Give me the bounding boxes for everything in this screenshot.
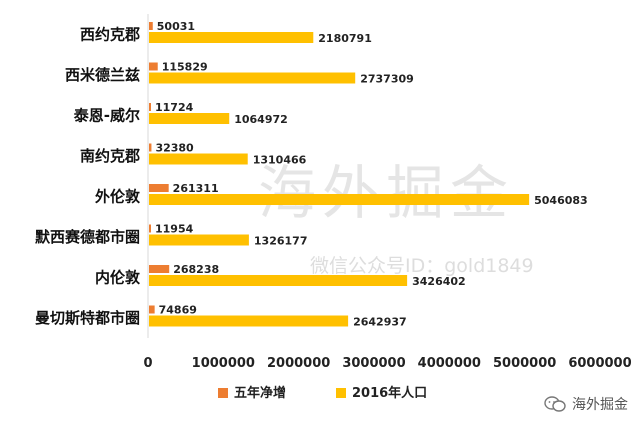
x-tick-label: 5000000 bbox=[493, 356, 556, 371]
x-tick-label: 0 bbox=[143, 356, 152, 371]
x-tick-label: 4000000 bbox=[418, 356, 481, 371]
bar-net-increase bbox=[149, 103, 151, 111]
category-label: 内伦敦 bbox=[95, 268, 141, 286]
bar-population-2016 bbox=[149, 234, 249, 246]
legend-label: 2016年人口 bbox=[352, 385, 427, 401]
source-badge: 海外掘金 bbox=[544, 394, 628, 414]
legend: 五年净增 2016年人口 bbox=[218, 385, 427, 401]
bar-population-2016 bbox=[149, 72, 356, 84]
data-label-population-2016: 1310466 bbox=[253, 154, 307, 167]
wechat-icon bbox=[544, 396, 566, 412]
bar-net-increase bbox=[149, 265, 170, 273]
data-label-net-increase: 50031 bbox=[157, 20, 195, 33]
legend-swatch bbox=[336, 388, 346, 398]
category-label: 曼切斯特都市圈 bbox=[35, 309, 140, 327]
category-label: 西约克郡 bbox=[80, 25, 140, 43]
category-label: 泰恩-威尔 bbox=[73, 106, 140, 124]
axes: 0 1000000 2000000 3000000 4000000 5000000 6000… bbox=[35, 14, 632, 371]
data-label-net-increase: 74869 bbox=[159, 304, 197, 317]
data-label-population-2016: 5046083 bbox=[534, 194, 588, 207]
legend-label: 五年净增 bbox=[234, 385, 286, 401]
x-tick-label: 3000000 bbox=[342, 356, 405, 371]
bar-population-2016 bbox=[149, 153, 248, 165]
category-label: 外伦敦 bbox=[94, 187, 141, 205]
data-label-population-2016: 2180791 bbox=[318, 32, 372, 45]
data-label-population-2016: 3426402 bbox=[412, 275, 466, 288]
x-tick-label: 1000000 bbox=[192, 356, 255, 371]
data-label-net-increase: 115829 bbox=[162, 61, 208, 74]
data-label-population-2016: 2642937 bbox=[353, 316, 407, 329]
bar-population-2016 bbox=[149, 315, 349, 327]
bar-net-increase bbox=[149, 22, 153, 30]
bar-population-2016 bbox=[149, 275, 408, 286]
watermark: 海外掘金 微信公众号ID：gold1849 bbox=[258, 159, 534, 277]
data-label-net-increase: 11954 bbox=[155, 223, 194, 236]
data-label-net-increase: 32380 bbox=[155, 142, 194, 155]
category-label: 南约克郡 bbox=[80, 147, 140, 165]
category-label: 西米德兰兹 bbox=[65, 66, 140, 84]
category-label: 默西赛德都市圈 bbox=[35, 228, 140, 246]
bar-net-increase bbox=[149, 143, 152, 152]
data-label-net-increase: 268238 bbox=[173, 263, 219, 276]
data-label-net-increase: 261311 bbox=[173, 182, 219, 195]
x-tick-label: 6000000 bbox=[568, 356, 631, 371]
bars: 50031 2180791 115829 2737309 11724 1064972 323… bbox=[149, 20, 588, 329]
bar-net-increase bbox=[149, 305, 155, 314]
data-label-population-2016: 1326177 bbox=[254, 235, 308, 248]
x-tick-label: 2000000 bbox=[267, 356, 330, 371]
watermark-main: 海外掘金 bbox=[258, 159, 514, 227]
bar-population-2016 bbox=[149, 113, 230, 124]
data-label-population-2016: 2737309 bbox=[360, 73, 414, 86]
bar-population-2016 bbox=[149, 194, 530, 205]
bar-net-increase bbox=[149, 62, 158, 71]
data-label-net-increase: 11724 bbox=[155, 101, 194, 114]
data-label-population-2016: 1064972 bbox=[234, 113, 288, 126]
bar-population-2016 bbox=[149, 32, 314, 43]
watermark-sub: 微信公众号ID：gold1849 bbox=[310, 255, 534, 277]
badge-text: 海外掘金 bbox=[572, 397, 628, 413]
bar-net-increase bbox=[149, 224, 151, 233]
legend-swatch bbox=[218, 388, 228, 398]
bar-net-increase bbox=[149, 184, 169, 192]
